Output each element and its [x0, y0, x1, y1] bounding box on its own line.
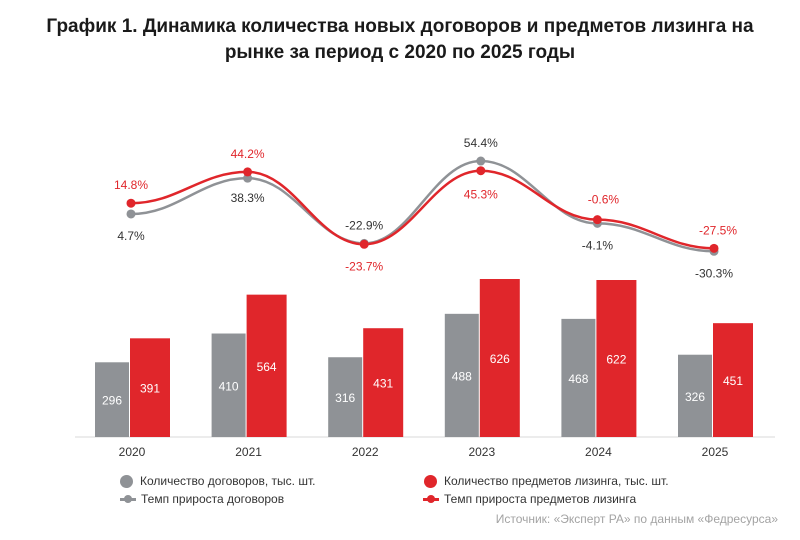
- line-value-label: 14.8%: [114, 178, 148, 192]
- line-point: [476, 156, 486, 166]
- red-circle-icon: [424, 474, 437, 488]
- x-tick-label: 2021: [235, 445, 262, 459]
- line-value-label: -27.5%: [699, 223, 737, 237]
- line-point: [243, 167, 253, 177]
- bar-value-label: 391: [140, 382, 160, 396]
- source-note: Источник: «Эксперт РА» по данным «Федрес…: [495, 512, 778, 526]
- bar: [328, 357, 363, 437]
- chart-title: График 1. Динамика количества новых дого…: [0, 14, 800, 66]
- gray-line-marker-icon: [120, 493, 136, 506]
- bar: [211, 333, 246, 437]
- line-value-label: -22.9%: [345, 218, 383, 232]
- bar: [713, 323, 753, 437]
- bar-value-label: 316: [335, 391, 355, 405]
- bar-value-label: 431: [373, 377, 393, 391]
- line-value-label: -0.6%: [588, 193, 620, 207]
- line-point: [243, 173, 253, 183]
- line-point: [709, 243, 719, 253]
- bar-value-label: 410: [219, 379, 239, 393]
- line-point: [476, 166, 486, 176]
- red-line-marker-icon: [423, 493, 439, 506]
- gray-circle-icon: [120, 474, 133, 488]
- legend-label: Темп прироста предметов лизинга: [444, 492, 637, 506]
- bar: [596, 280, 637, 437]
- line-point: [126, 209, 136, 219]
- line-point: [126, 198, 136, 208]
- line-value-label: 54.4%: [464, 136, 498, 150]
- line-value-label: 4.7%: [117, 229, 145, 243]
- line-value-label: 45.3%: [464, 188, 498, 202]
- x-tick-label: 2025: [702, 445, 729, 459]
- bar-value-label: 488: [452, 369, 472, 383]
- bar: [561, 318, 596, 437]
- x-tick-label: 2023: [468, 445, 495, 459]
- x-tick-label: 2020: [119, 445, 146, 459]
- bar-value-label: 626: [490, 352, 510, 366]
- bar: [130, 338, 170, 437]
- bar-value-label: 326: [685, 390, 705, 404]
- bar: [678, 354, 712, 437]
- line-value-label: -23.7%: [345, 259, 383, 273]
- legend-item-items: Количество предметов лизинга, тыс. шт.: [424, 474, 669, 488]
- bar: [363, 328, 404, 437]
- legend-label: Темп прироста договоров: [141, 492, 285, 506]
- bar-value-label: 622: [606, 353, 626, 367]
- line-point: [592, 215, 602, 225]
- legend-label: Количество договоров, тыс. шт.: [140, 474, 316, 488]
- bar: [444, 313, 479, 437]
- line-series: [130, 159, 715, 253]
- legend-label: Количество предметов лизинга, тыс. шт.: [444, 474, 669, 488]
- title-line-1: График 1. Динамика количества новых дого…: [46, 16, 754, 37]
- bar: [95, 362, 129, 437]
- legend-item-contracts-growth: Темп прироста договоров: [120, 492, 284, 506]
- x-tick-label: 2022: [352, 445, 379, 459]
- line-series: [130, 169, 715, 250]
- line-value-label: 38.3%: [231, 191, 265, 205]
- legend-item-items-growth: Темп прироста предметов лизинга: [423, 492, 636, 506]
- x-tick-label: 2024: [585, 445, 612, 459]
- legend-item-contracts: Количество договоров, тыс. шт.: [120, 474, 315, 488]
- bar-value-label: 296: [102, 394, 122, 408]
- bar: [246, 294, 287, 437]
- bar-value-label: 468: [568, 372, 588, 386]
- line-value-label: -30.3%: [695, 266, 733, 280]
- title-line-2: рынке за период с 2020 по 2025 годы: [224, 42, 576, 63]
- bar-value-label: 451: [723, 374, 743, 388]
- line-value-label: 44.2%: [231, 147, 265, 161]
- line-value-label: -4.1%: [582, 238, 614, 252]
- bar-value-label: 564: [257, 360, 277, 374]
- line-point: [359, 239, 369, 249]
- bar: [479, 278, 520, 437]
